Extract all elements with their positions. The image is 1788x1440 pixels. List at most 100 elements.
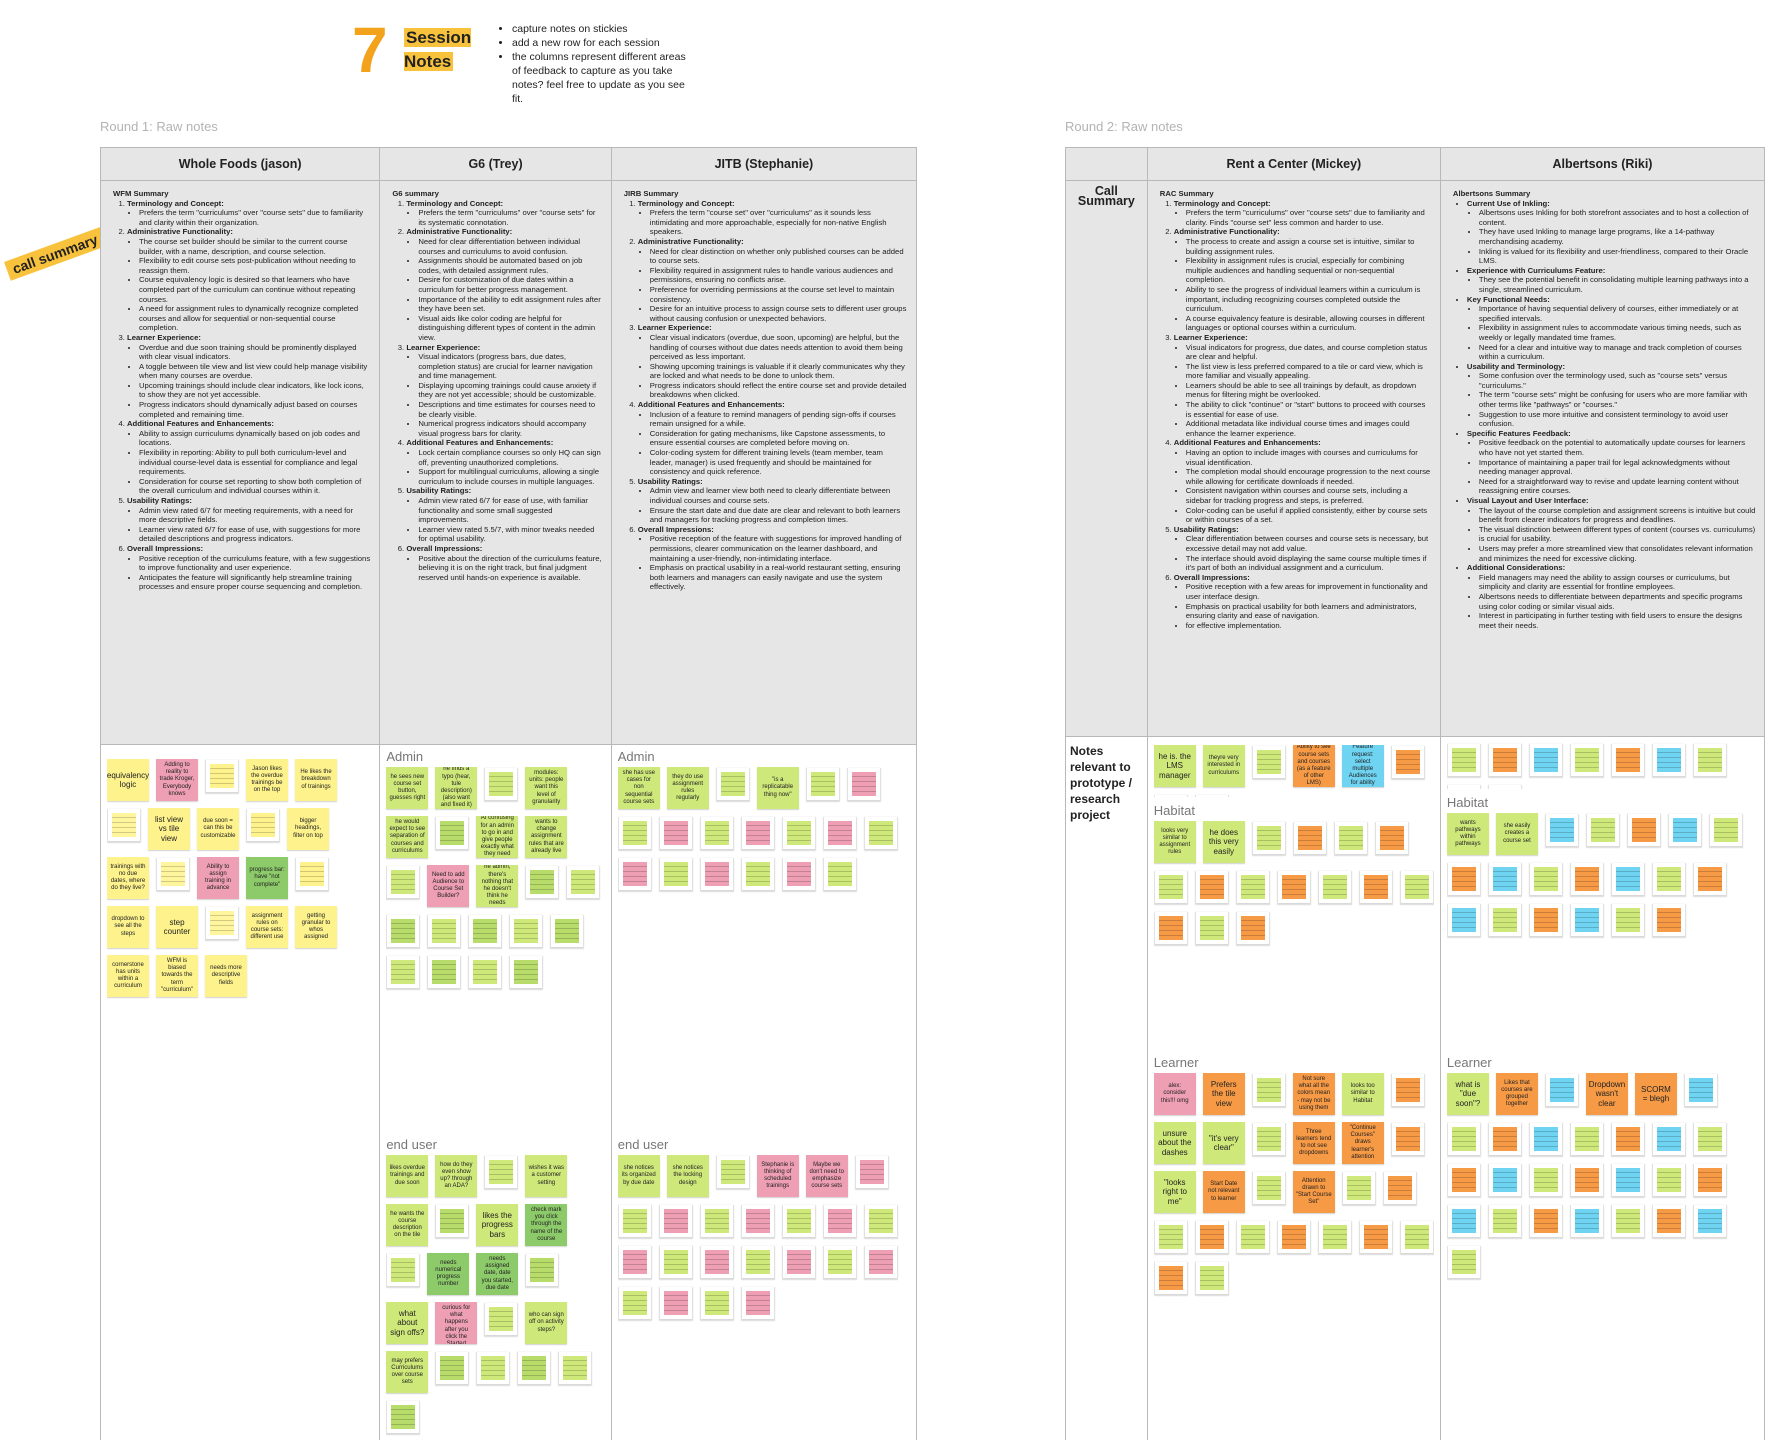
section-heading: Key Functional Needs: [1466,294,1550,304]
section-items: Lock certain compliance courses so only … [406,448,602,486]
section-items: Albertsons uses Inkling for both storefr… [1467,208,1756,266]
summary-item: The list view is less preferred compared… [1186,362,1432,381]
summary-item: Inkling is valued for its flexibility an… [1479,247,1756,266]
section-heading: Administrative Functionality: [1173,227,1280,237]
sticky-note-small [1391,1122,1425,1156]
sticky-note-small [1611,903,1645,937]
header-cell [1066,148,1147,181]
summary-item: Inclusion of a feature to remind manager… [650,410,908,429]
sticky-note: check mark you click through the name of… [525,1204,568,1246]
sticky-note: Likes that courses are grouped together [1495,1073,1538,1115]
sticky-note-small [741,1245,775,1279]
summary-item: Emphasis on practical usability for both… [1186,602,1432,621]
sticky-note-small [1359,1220,1393,1254]
summary-sections: Terminology and Concept:Prefers the term… [392,199,602,583]
sticky-note: Adding to reality to trade Kroger, Every… [156,759,198,801]
section-items: Positive about the direction of the curr… [406,554,602,583]
section-items: Positive reception of the feature with s… [638,534,908,592]
sticky-note-small [1342,1171,1376,1205]
sticky-note-small [1529,743,1563,777]
sticky-note-small [1154,870,1188,904]
sticky-wrap: equivalency logic Adding to reality to tr… [107,759,373,997]
sticky-note-small [1488,862,1522,896]
sticky-note: progress bar: have "not complete" [246,857,288,899]
sticky-note-small [1627,813,1661,847]
summary-item: Anticipates the feature will significant… [139,573,371,592]
summary-item: Ability to see the progress of individua… [1186,285,1432,314]
sticky-note: he wants the course description on the t… [386,1204,429,1246]
column-title: Rent a Center (Mickey) [1147,148,1440,181]
sticky-note-small [386,955,420,989]
group-label: Learner [1446,1055,1492,1070]
sticky-note: AI confusing for an admin to go in and g… [476,816,519,858]
sticky-note: Prefers the tile view [1202,1073,1245,1115]
session-number: 7 [352,14,388,86]
sticky-area: equivalency logic Adding to reality to tr… [101,745,380,1440]
sticky-note-small [1709,813,1743,847]
section-heading: Overall Impressions: [127,543,204,553]
sticky-note-small [427,955,461,989]
section-items: The course set builder should be similar… [127,237,371,333]
sticky-note-small [1611,1163,1645,1197]
summary-item: Importance of the ability to edit assign… [418,295,602,314]
sticky-area: Habitat wants pathways within pathways she… [1440,737,1764,1440]
summary-item: Clear visual indicators (overdue, due so… [650,333,908,362]
summary-item: Some confusion over the terminology used… [1479,371,1756,390]
summary-section: Overall Impressions:Positive reception w… [1174,573,1432,631]
sticky-note-small [782,1204,816,1238]
sticky-note: he does this very easily [1202,821,1245,863]
sticky-note: list view vs tile view [148,808,190,850]
section-items: Admin view rated 6/7 for meeting require… [127,506,371,544]
section-items: Having an option to include images with … [1174,448,1432,525]
sticky-note: "looks right to me" [1153,1171,1196,1213]
sticky-note-small [1334,821,1368,855]
sticky-group: Habitat wants pathways within pathways she… [1446,795,1758,1049]
sticky-note-small [618,1286,652,1320]
section-heading: Terminology and Concept: [127,198,224,208]
summary-item: A need for assignment rules to dynamical… [139,304,371,333]
section-items: Positive feedback on the potential to au… [1467,438,1756,496]
sticky-note-small [1586,813,1620,847]
sticky-note: what about sign offs? [386,1302,429,1344]
summary-item: Lock certain compliance courses so only … [418,448,602,467]
sticky-note-small [1668,813,1702,847]
section-heading: Learner Experience: [406,342,481,352]
sticky-note: cornerstone has units within a curriculu… [107,955,149,997]
sticky-wrap: likes overdue trainings and due soon how … [386,1155,604,1434]
section-heading: Terminology and Concept: [637,198,735,208]
sticky-note-small [700,816,734,850]
summary-item: Flexibility required in assignment rules… [650,266,908,285]
sticky-note-small [1400,870,1434,904]
summary-section: Overall Impressions:Positive about the d… [406,544,602,582]
sticky-wrap: she notices its organized by due date she… [617,1155,910,1320]
sticky-note: looks too similar to Habitat [1341,1073,1384,1115]
summary-sections: Terminology and Concept:Prefers the term… [624,199,908,592]
sticky-note-small [1154,1261,1188,1295]
summary-item: Admin view and learner view both need to… [650,486,908,505]
section-items: Positive reception of the curriculums fe… [127,554,371,592]
sticky-note-small [823,816,857,850]
sticky-note-small [1652,743,1686,777]
summary-item: Flexibility in reporting: Ability to pul… [139,448,371,477]
section-items: Visual indicators for progress, due date… [1174,343,1432,439]
summary-section: Terminology and Concept:Prefers the term… [127,199,371,228]
summary-item: Consistent navigation within courses and… [1186,486,1432,505]
sticky-wrap: she has use cases for non sequential cou… [617,767,910,891]
section-heading: Learner Experience: [127,332,201,342]
section-heading: Terminology and Concept: [1173,198,1271,208]
sticky-note-small [1236,911,1270,945]
sticky-note: Dropdown wasn't clear [1585,1073,1628,1115]
sticky-note-small [1611,1122,1645,1156]
sticky-note: dropdown to see all the steps [107,906,149,948]
sticky-note-small [1693,1122,1727,1156]
session-title: Session Notes [404,26,472,74]
sticky-note-small [1488,903,1522,937]
sticky-note-small [468,955,502,989]
sticky-note-small [1488,1163,1522,1197]
summary-item: The process to create and assign a cours… [1186,237,1432,256]
sticky-group: he is. the LMS manager theyre very intere… [1153,745,1434,797]
sticky-note: Maybe we don't need to emphasize course … [805,1155,848,1197]
summary-item: Ensure the start date and due date are c… [650,506,908,525]
summary-item: Course equivalency logic is desired so t… [139,275,371,304]
column-title: Albertsons (Riki) [1440,148,1764,181]
